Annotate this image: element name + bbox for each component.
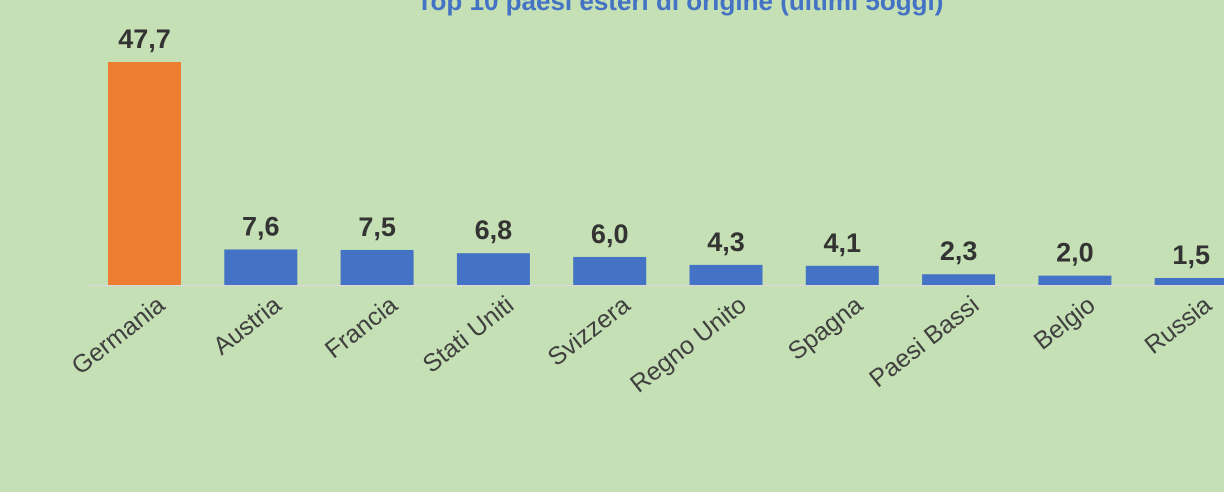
bar bbox=[456, 253, 530, 285]
bar bbox=[689, 264, 763, 285]
bar bbox=[224, 249, 298, 285]
bar bbox=[108, 62, 181, 285]
bar bbox=[573, 256, 647, 285]
data-label: 47,7 bbox=[118, 24, 171, 54]
bar bbox=[805, 265, 879, 285]
data-label: 7,6 bbox=[242, 211, 280, 241]
bar bbox=[1038, 275, 1112, 285]
data-label: 6,0 bbox=[591, 219, 629, 249]
chart-title: Top 10 paesi esteri di origine (ultimi 5… bbox=[417, 0, 944, 16]
data-label: 6,8 bbox=[475, 215, 513, 245]
bar bbox=[1154, 277, 1224, 285]
bar bbox=[922, 274, 996, 285]
data-label: 7,5 bbox=[358, 212, 396, 242]
data-label: 2,0 bbox=[1056, 238, 1094, 268]
data-label: 1,5 bbox=[1172, 240, 1210, 270]
data-label: 2,3 bbox=[940, 236, 978, 266]
data-label: 4,1 bbox=[824, 228, 862, 258]
data-label: 4,3 bbox=[707, 227, 745, 257]
bar bbox=[340, 249, 414, 285]
